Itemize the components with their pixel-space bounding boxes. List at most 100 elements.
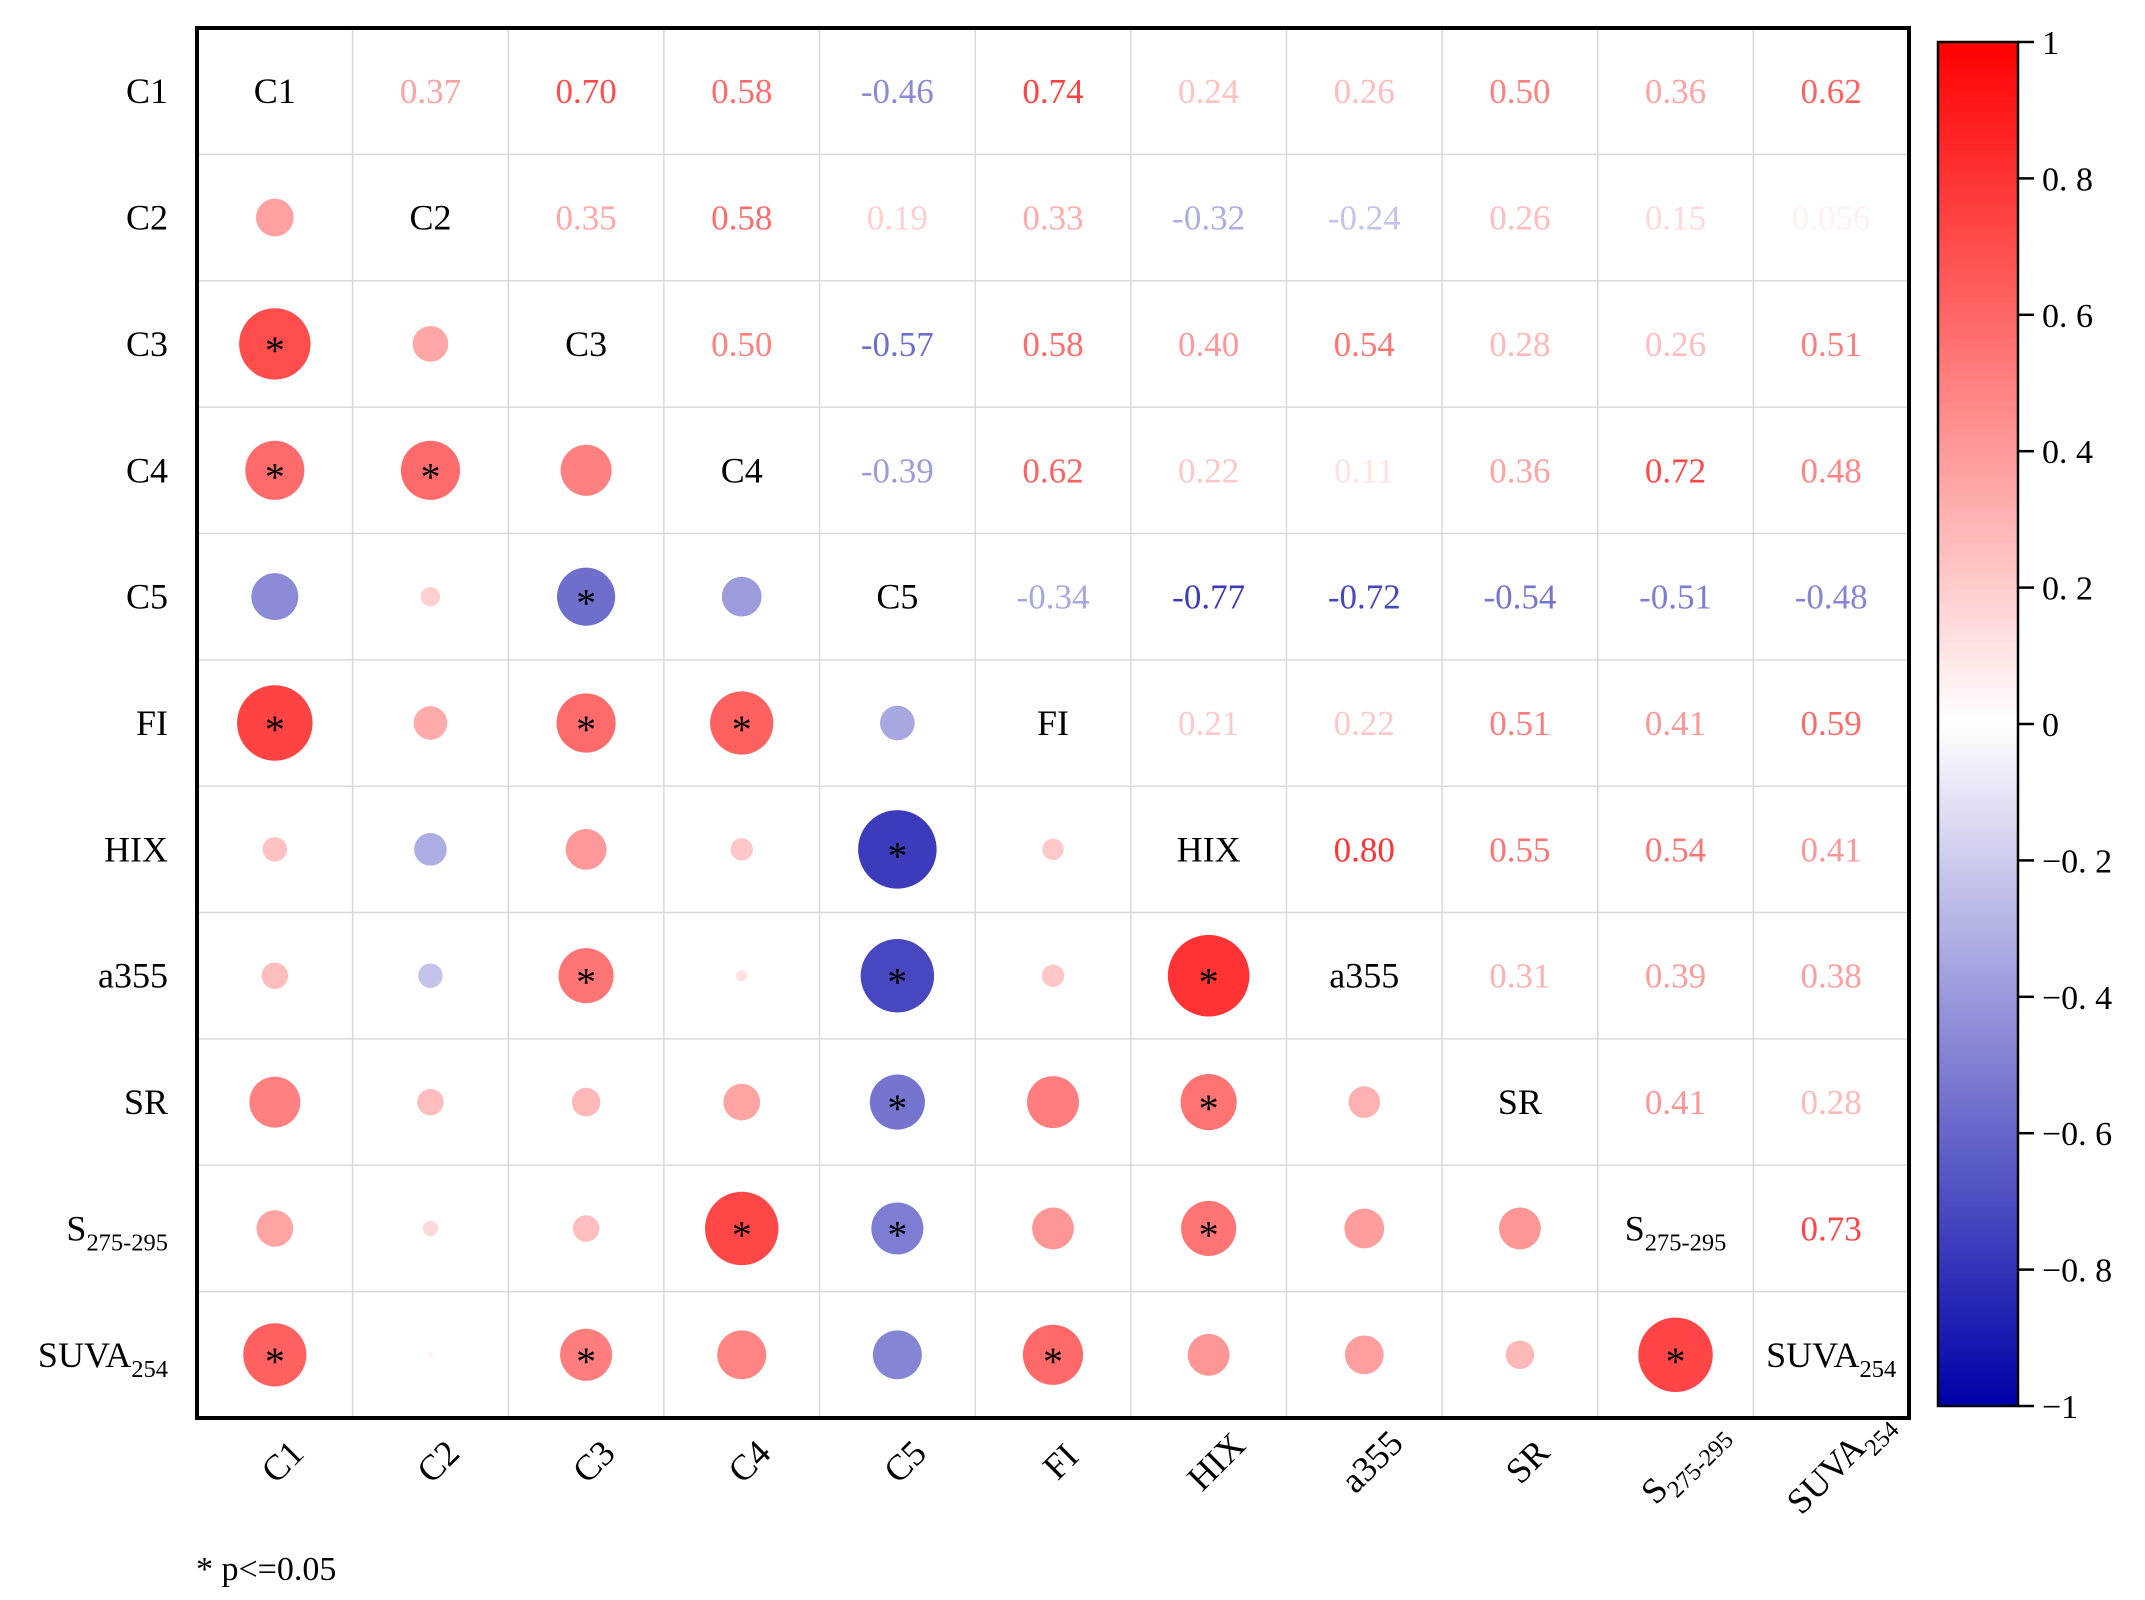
column-label-c3-base: C3 [565, 1433, 623, 1491]
diagonal-label-c4-base: C4 [721, 450, 763, 490]
correlation-circle [871, 1202, 924, 1255]
column-label-group: C2 [409, 1433, 467, 1491]
significance-marker: * [576, 581, 596, 626]
column-labels: C1 C2 C3 C4 C5 FI HIX a355 SR S275-295 SUVA254 [253, 1416, 1905, 1521]
diagonal-label-c5: C5 [876, 577, 918, 617]
significance-marker: * [265, 454, 285, 499]
colorbar-tick-label: −0. 6 [2042, 1116, 2112, 1153]
correlation-circle [1505, 1340, 1535, 1370]
correlation-circle [869, 1074, 925, 1130]
column-label-group: HIX [1179, 1425, 1253, 1499]
significance-marker: * [576, 1339, 596, 1384]
column-label-c4-base: C4 [720, 1433, 778, 1491]
column-label-c4: C4 [720, 1433, 778, 1491]
significance-marker: * [576, 960, 596, 1005]
row-label-c4: C4 [126, 450, 168, 490]
correlation-circle [1032, 1207, 1074, 1250]
column-label-group: C5 [876, 1433, 934, 1491]
colorbar-tick-label: 0. 4 [2042, 434, 2093, 471]
correlation-value-label: -0.34 [1017, 578, 1090, 617]
correlation-value-label: 0.26 [1645, 325, 1706, 364]
column-label-c2-base: C2 [409, 1433, 467, 1491]
diagonal-label-s275-295: S275-295 [1625, 1208, 1727, 1256]
correlation-value-label: -0.57 [861, 325, 934, 364]
significance-marker: * [1199, 1086, 1219, 1131]
row-label-suva254-subscript: 254 [131, 1356, 168, 1383]
significance-marker: * [732, 707, 752, 752]
correlation-circle [1180, 1074, 1237, 1131]
correlation-circle [239, 308, 311, 380]
correlation-circle [261, 962, 289, 989]
significance-marker: * [420, 454, 440, 499]
correlation-value-label: 0.73 [1801, 1209, 1862, 1248]
column-label-c1: C1 [253, 1433, 311, 1491]
row-label-s275-295: S275-295 [66, 1208, 168, 1256]
column-label-a355: a355 [1333, 1423, 1411, 1501]
correlation-value-label: 0.28 [1489, 325, 1550, 364]
correlation-circle [412, 326, 449, 362]
row-label-c1: C1 [126, 71, 168, 111]
correlation-value-label: -0.24 [1328, 199, 1401, 238]
correlation-value-label: 0.38 [1801, 957, 1862, 996]
correlation-value-label: 0.50 [711, 325, 772, 364]
row-label-c2: C2 [126, 198, 168, 238]
diagonal-label-c2-base: C2 [409, 198, 451, 238]
correlation-value-label: 0.19 [867, 199, 928, 238]
correlation-circle [1344, 1208, 1385, 1249]
correlation-value-label: 0.70 [555, 72, 616, 111]
row-label-sr-base: SR [124, 1082, 168, 1122]
column-label-group: SUVA254 [1779, 1416, 1905, 1521]
diagonal-label-a355-base: a355 [1329, 956, 1399, 996]
row-label-fi: FI [136, 703, 168, 743]
column-label-c2: C2 [409, 1433, 467, 1491]
significance-marker: * [576, 707, 596, 752]
correlation-circle [705, 1191, 779, 1266]
correlation-circle [872, 1330, 922, 1380]
correlation-circle [730, 838, 753, 861]
colorbar-tick-label: −0. 4 [2042, 980, 2112, 1017]
grid-lines [197, 28, 1909, 1418]
correlation-value-label: 0.39 [1645, 957, 1706, 996]
diagonal-label-sr: SR [1498, 1082, 1542, 1122]
significance-marker: * [732, 1212, 752, 1257]
row-label-c4-base: C4 [126, 450, 168, 490]
diagonal-label-sr-base: SR [1498, 1082, 1542, 1122]
correlation-value-label: 0.62 [1801, 72, 1862, 111]
row-labels: C1 C2 C3 C4 C5 FI HIX a355 SR S275-295 SUVA254 [38, 71, 168, 1383]
correlation-value-label: 0.58 [711, 199, 772, 238]
correlation-value-label: 0.28 [1801, 1083, 1862, 1122]
correlation-value-label: 0.33 [1022, 199, 1083, 238]
row-label-hix-base: HIX [104, 829, 168, 869]
correlation-value-label: -0.48 [1795, 578, 1868, 617]
correlation-value-label: 0.72 [1645, 451, 1706, 490]
correlation-circle [858, 810, 937, 889]
significance-marker: * [887, 960, 907, 1005]
correlation-circle [1348, 1086, 1381, 1118]
plot-frame [195, 26, 1911, 1420]
column-label-group: a355 [1333, 1423, 1411, 1501]
column-label-hix-base: HIX [1179, 1425, 1253, 1499]
row-label-sr: SR [124, 1082, 168, 1122]
correlation-circle [418, 963, 443, 988]
correlation-circle [400, 440, 461, 500]
correlation-value-label: 0.36 [1489, 451, 1550, 490]
correlation-value-label: 0.22 [1334, 704, 1395, 743]
correlation-value-label: 0.51 [1489, 704, 1550, 743]
correlation-circle [245, 440, 305, 500]
correlation-circle [417, 1088, 444, 1116]
correlation-circle [249, 1076, 301, 1128]
correlation-value-label: -0.32 [1172, 199, 1245, 238]
correlation-circle [1167, 934, 1250, 1017]
column-label-suva254-base: SUVA [1779, 1427, 1873, 1521]
correlation-value-label: 0.36 [1645, 72, 1706, 111]
diagonal-label-hix-base: HIX [1177, 829, 1241, 869]
correlation-value-label: 0.24 [1178, 72, 1239, 111]
correlation-value-label: 0.35 [555, 199, 616, 238]
column-label-c1-base: C1 [253, 1433, 311, 1491]
correlation-value-label: 0.37 [400, 72, 461, 111]
column-label-group: FI [1035, 1436, 1086, 1487]
correlation-circle [1638, 1317, 1713, 1393]
correlation-value-label: 0.41 [1645, 1083, 1706, 1122]
correlation-value-label: -0.39 [861, 451, 934, 490]
colorbar-tick-label: −0. 2 [2042, 843, 2112, 880]
